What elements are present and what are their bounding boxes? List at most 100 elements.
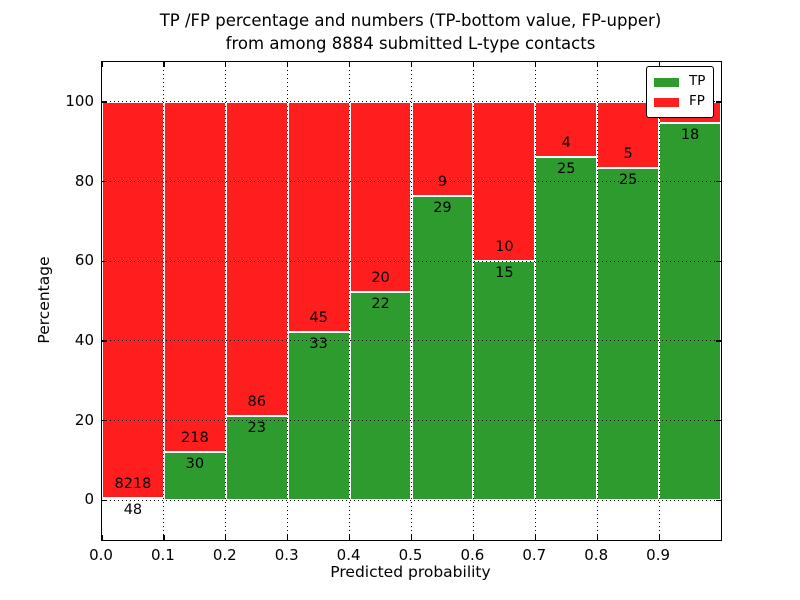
tp-count-label: 23 [247, 420, 266, 437]
bar-fp [349, 101, 412, 292]
x-tick-label: 0.3 [274, 546, 299, 564]
bar-tp [349, 291, 412, 501]
tick-mark [472, 535, 475, 540]
fp-swatch [654, 97, 679, 107]
y-tick-label: 20 [74, 410, 94, 429]
fp-count-label: 8218 [114, 475, 152, 492]
fp-count-label: 86 [247, 394, 266, 411]
tick-mark [102, 260, 107, 262]
tick-mark [534, 62, 536, 67]
bar-tp [659, 122, 721, 501]
tick-mark [534, 535, 536, 540]
tick-mark [716, 499, 721, 501]
fp-count-label: 45 [309, 309, 328, 326]
tp-count-label: 30 [185, 455, 205, 472]
tp-count-label: 48 [123, 501, 143, 518]
gridline-v [163, 62, 165, 540]
bar-fp [102, 101, 164, 498]
y-axis-label: Percentage [35, 256, 53, 344]
gridline-v [534, 62, 536, 540]
tick-mark [716, 340, 721, 342]
tick-mark [101, 62, 103, 67]
bar-tp [411, 196, 474, 501]
x-tick-label: 0.7 [522, 546, 547, 564]
tp-count-label: 22 [371, 295, 390, 312]
tick-mark [287, 535, 289, 540]
x-tick-label: 0.4 [336, 546, 361, 564]
x-tick-label: 0.6 [460, 546, 485, 564]
chart-title-line2: from among 8884 submitted L-type contact… [225, 34, 596, 54]
bar-tp [535, 156, 598, 501]
legend: TP FP [646, 66, 714, 118]
fp-count-label: 10 [495, 239, 514, 256]
tick-mark [287, 62, 289, 67]
tick-mark [102, 180, 107, 183]
fp-count-label: 5 [623, 146, 633, 163]
tick-mark [596, 535, 598, 540]
bar-tp [597, 168, 660, 501]
gridline-v [287, 62, 289, 540]
bar-fp [163, 101, 226, 452]
fp-count-label: 9 [437, 174, 448, 191]
tick-mark [716, 180, 721, 183]
tick-mark [658, 535, 660, 540]
tick-mark [410, 62, 413, 67]
fp-count-label: 20 [371, 269, 390, 286]
gridline-v [658, 62, 660, 540]
tick-mark [716, 101, 721, 103]
chart-title-line1: TP /FP percentage and numbers (TP-bottom… [159, 11, 662, 30]
legend-entry-fp: FP [654, 92, 706, 112]
tp-count-label: 29 [433, 200, 452, 217]
legend-label: TP [689, 73, 706, 90]
x-tick-label: 0.8 [584, 546, 609, 564]
tick-mark [102, 101, 107, 103]
tick-mark [410, 535, 413, 540]
tp-count-label: 25 [557, 160, 576, 177]
tick-mark [658, 62, 660, 67]
y-tick-label: 0 [84, 490, 94, 509]
y-tick-label: 40 [74, 330, 94, 349]
x-tick-label: 0.5 [398, 546, 423, 564]
tp-swatch [654, 77, 679, 87]
x-axis-label: Predicted probability [330, 563, 491, 581]
x-tick-label: 0.1 [150, 546, 175, 564]
tick-mark [225, 535, 227, 540]
y-tick-label: 100 [65, 91, 94, 110]
tp-count-label: 25 [618, 172, 638, 189]
tick-mark [716, 260, 721, 262]
bar-fp [225, 101, 288, 417]
tp-count-label: 18 [680, 126, 700, 143]
fp-count-label: 4 [561, 134, 571, 151]
y-tick-label: 60 [74, 251, 94, 270]
tick-mark [102, 419, 107, 422]
gridline-v [225, 62, 227, 540]
gridline-v [472, 62, 474, 540]
tick-mark [596, 62, 598, 67]
bar-tp [163, 451, 226, 501]
tick-mark [349, 535, 351, 540]
tick-mark [472, 62, 475, 67]
x-tick-label: 0.2 [212, 546, 237, 564]
fp-count-label: 218 [181, 429, 209, 446]
gridline-v [411, 62, 412, 540]
tp-count-label: 33 [309, 335, 328, 352]
tick-mark [716, 419, 721, 422]
plot-area: 48 8218 30 218 23 86 33 45 22 20 29 9 15 10 25 4 25 5 18 [101, 61, 722, 541]
gridline-v [596, 62, 598, 540]
legend-entry-tp: TP [654, 72, 706, 92]
tp-count-label: 15 [495, 265, 514, 282]
bar-fp [287, 101, 350, 332]
tick-mark [102, 340, 107, 342]
tick-mark [163, 535, 165, 540]
x-tick-label: 0.0 [89, 546, 113, 564]
chart-title: TP /FP percentage and numbers (TP-bottom… [101, 9, 720, 56]
tick-mark [163, 62, 165, 67]
tick-mark [225, 62, 227, 67]
x-tick-label: 0.9 [646, 546, 671, 564]
legend-label: FP [689, 93, 705, 110]
bar-tp [473, 261, 536, 501]
tick-mark [101, 535, 103, 540]
y-tick-label: 80 [74, 171, 94, 190]
gridline-v [349, 62, 351, 540]
